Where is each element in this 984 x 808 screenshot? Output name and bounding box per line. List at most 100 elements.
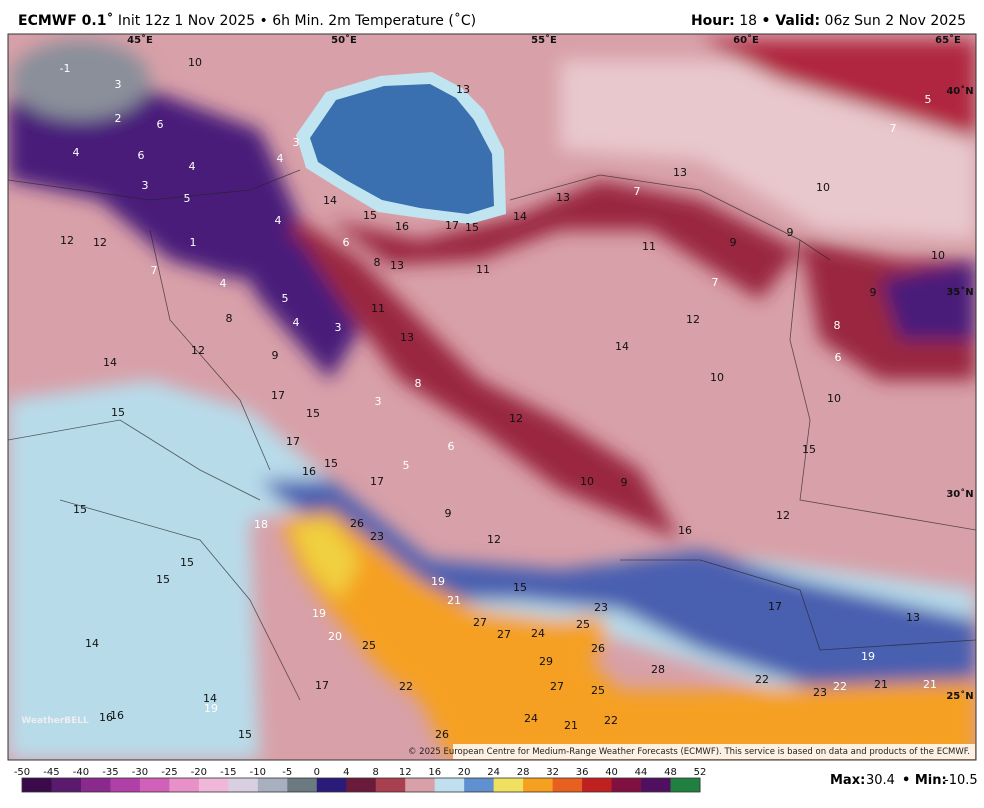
- point-value: 11: [371, 302, 385, 315]
- colorbar-tick-label: -15: [220, 767, 236, 778]
- point-value: 26: [591, 642, 605, 655]
- colorbar-segment: [139, 778, 170, 792]
- copyright: © 2025 European Centre for Medium-Range …: [408, 747, 970, 757]
- colorbar-tick-label: 52: [694, 767, 707, 778]
- point-value: -1: [60, 62, 71, 75]
- colorbar-frame: [21, 777, 701, 793]
- colorbar-tick-label: -45: [43, 767, 59, 778]
- point-value: 15: [306, 407, 320, 420]
- point-value: 12: [93, 236, 107, 249]
- point-value: 15: [180, 556, 194, 569]
- colorbar-segment: [80, 778, 111, 792]
- point-value: 8: [834, 319, 841, 332]
- colorbar-tick-label: -10: [250, 767, 266, 778]
- point-value: 5: [925, 93, 932, 106]
- colorbar-tick-label: -30: [132, 767, 148, 778]
- point-value: 15: [73, 503, 87, 516]
- point-value: 10: [827, 392, 841, 405]
- point-value: 10: [188, 56, 202, 69]
- lon-label: 50˚E: [331, 34, 357, 46]
- point-value: 15: [465, 221, 479, 234]
- point-value: 16: [678, 524, 692, 537]
- colorbar-segment: [257, 778, 288, 792]
- point-value: 8: [415, 377, 422, 390]
- colorbar-segment: [375, 778, 406, 792]
- point-value: 22: [833, 680, 847, 693]
- point-value: 21: [874, 678, 888, 691]
- point-value: 23: [594, 601, 608, 614]
- point-value: 11: [476, 263, 490, 276]
- point-value: 11: [642, 240, 656, 253]
- colorbar-segment: [552, 778, 583, 792]
- point-value: 15: [324, 457, 338, 470]
- point-value: 14: [85, 637, 99, 650]
- lon-label: 60˚E: [733, 34, 759, 46]
- point-value: 14: [323, 194, 337, 207]
- colorbar-tick-label: -35: [102, 767, 118, 778]
- colorbar-tick-label: 12: [399, 767, 412, 778]
- point-value: 4: [275, 214, 282, 227]
- colorbar-tick-label: 40: [605, 767, 618, 778]
- colorbar-segment: [464, 778, 495, 792]
- colorbar-segment: [287, 778, 318, 792]
- colorbar-tick-label: -40: [73, 767, 89, 778]
- point-value: 21: [923, 678, 937, 691]
- min-label: • Min:: [902, 773, 947, 788]
- point-value: 4: [73, 146, 80, 159]
- point-value: 4: [277, 152, 284, 165]
- point-value: 28: [651, 663, 665, 676]
- point-value: 25: [591, 684, 605, 697]
- point-value: 29: [539, 655, 553, 668]
- point-value: 10: [931, 249, 945, 262]
- lat-label: 35˚N: [946, 286, 973, 298]
- colorbar-segment: [110, 778, 141, 792]
- point-value: 17: [315, 679, 329, 692]
- point-value: 6: [138, 149, 145, 162]
- colorbar-tick-label: 16: [428, 767, 441, 778]
- point-value: 16: [99, 711, 113, 724]
- point-value: 4: [293, 316, 300, 329]
- point-value: 13: [400, 331, 414, 344]
- point-value: 3: [293, 136, 300, 149]
- point-value: 16: [302, 465, 316, 478]
- valid: 06z Sun 2 Nov 2025: [824, 13, 966, 29]
- colorbar-tick-label: -25: [161, 767, 177, 778]
- colorbar-tick-label: 36: [576, 767, 589, 778]
- point-value: 10: [816, 181, 830, 194]
- product: Init 12z 1 Nov 2025 • 6h Min. 2m Tempera…: [117, 13, 477, 29]
- point-value: 23: [370, 530, 384, 543]
- lat-label: 25˚N: [946, 690, 973, 702]
- colorbar-segment: [169, 778, 200, 792]
- colorbar-segment: [198, 778, 229, 792]
- hour-label: Hour:: [690, 13, 735, 29]
- point-value: 17: [370, 475, 384, 488]
- point-value: 4: [189, 160, 196, 173]
- point-value: 12: [509, 412, 523, 425]
- point-value: 17: [768, 600, 782, 613]
- colorbar-segment: [493, 778, 524, 792]
- point-value: 19: [312, 607, 326, 620]
- point-value: 19: [431, 575, 445, 588]
- point-value: 25: [362, 639, 376, 652]
- point-value: 9: [870, 286, 877, 299]
- point-value: 14: [513, 210, 527, 223]
- colorbar-segment: [641, 778, 672, 792]
- point-value: 27: [473, 616, 487, 629]
- point-value: 19: [204, 702, 218, 715]
- point-value: 3: [335, 321, 342, 334]
- point-value: 12: [686, 313, 700, 326]
- header-right: Hour: 18 • Valid: 06z Sun 2 Nov 2025: [691, 13, 966, 29]
- point-value: 15: [802, 443, 816, 456]
- point-value: 9: [445, 507, 452, 520]
- point-value: 20: [328, 630, 342, 643]
- point-value: 22: [755, 673, 769, 686]
- point-value: 6: [835, 351, 842, 364]
- hour: 18: [739, 13, 758, 29]
- point-value: 15: [513, 581, 527, 594]
- colorbar-tick-label: 0: [314, 767, 320, 778]
- point-value: 26: [435, 728, 449, 741]
- lat-label: 30˚N: [946, 488, 973, 500]
- point-value: 27: [550, 680, 564, 693]
- point-value: 13: [673, 166, 687, 179]
- model: ECMWF 0.1˚: [18, 13, 114, 29]
